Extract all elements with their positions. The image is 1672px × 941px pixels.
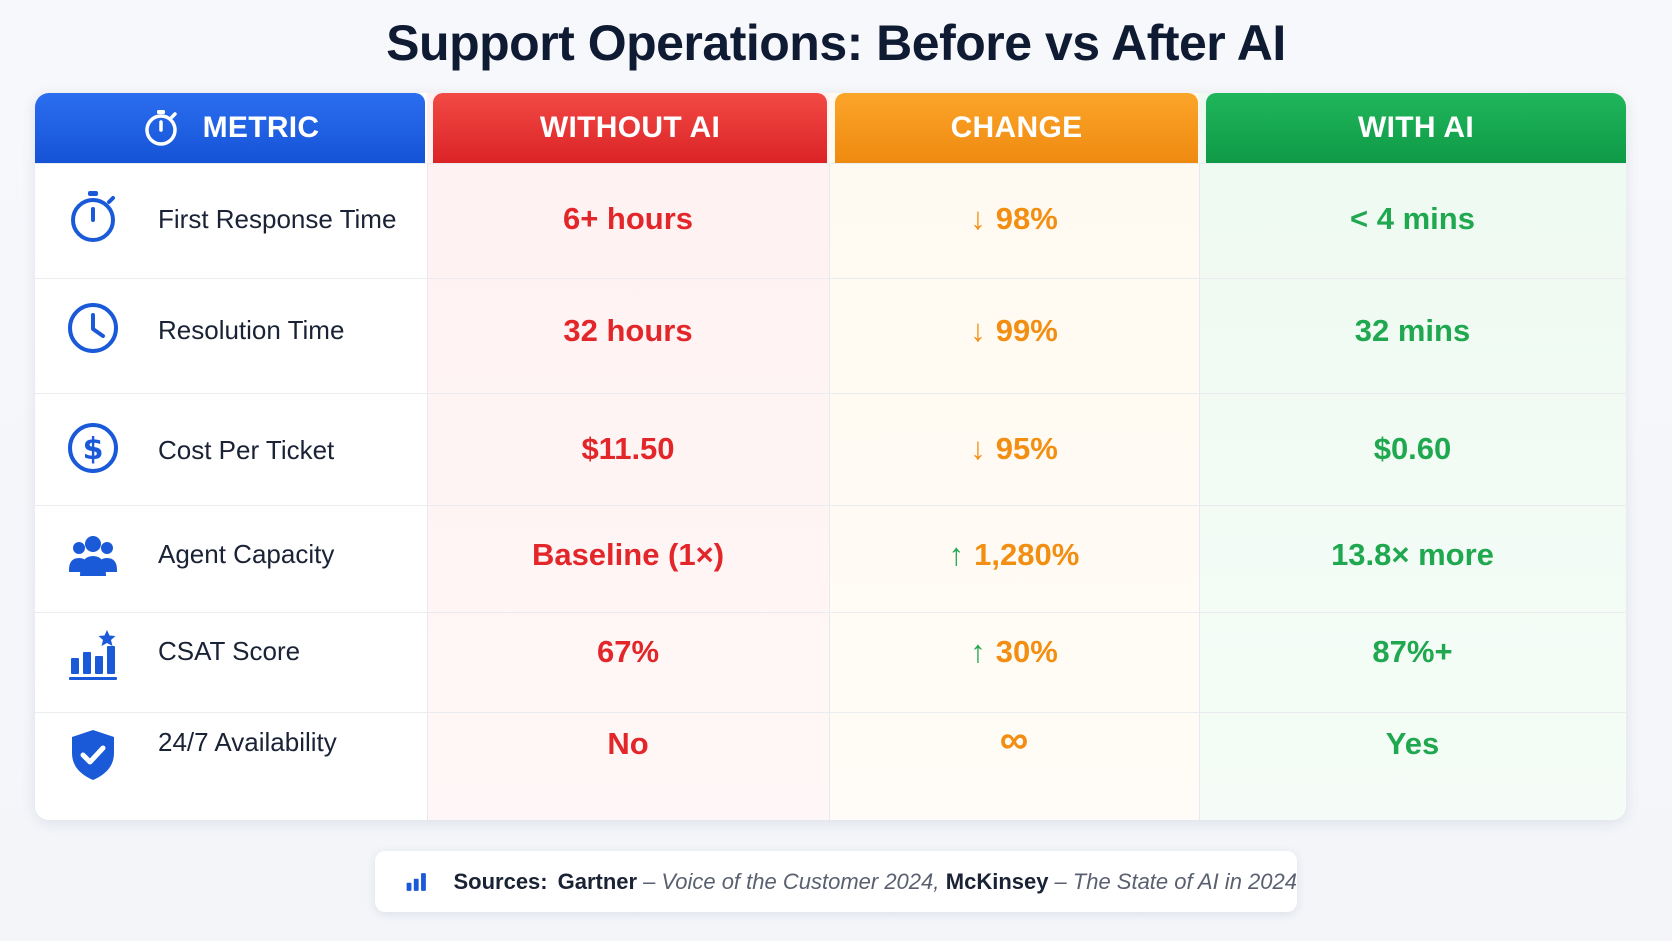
shield-check-icon [72,730,114,780]
with-ai-value: 87%+ [1372,634,1453,669]
metric-label: Cost Per Ticket [158,435,335,465]
without-ai-value: $11.50 [581,431,675,466]
header-with-ai-label: WITH AI [1358,111,1474,144]
change-value: ↓ 95% [829,431,1199,467]
source-org: McKinsey [945,868,1049,894]
change-percent: 1,280% [974,537,1080,572]
infinity-value: ∞ [999,718,1029,762]
without-ai-value: Baseline (1×) [531,537,725,572]
header-without-ai-label: WITHOUT AI [539,111,721,144]
with-ai-value: 13.8× more [1331,537,1494,572]
header-change: CHANGE [835,93,1198,163]
with-ai-value: < 4 mins [1350,201,1475,236]
page-title: Support Operations: Before vs After AI [386,15,1286,71]
header-change-label: CHANGE [950,111,1083,144]
stopwatch-icon [71,191,115,242]
with-ai-value: Yes [1385,726,1440,761]
change-value: ↑ 30% [829,634,1199,670]
column-divider [1199,163,1200,820]
source-separator: – [643,868,656,894]
change-column [829,93,1199,820]
without-ai-value: 67% [596,634,660,669]
metric-column [35,93,427,820]
row-divider [35,505,1626,506]
change-percent: 30% [995,634,1058,669]
metric-label: CSAT Score [158,636,301,666]
change-percent: 98% [995,201,1058,236]
team-icon [69,536,117,576]
without-ai-value: 6+ hours [562,201,694,236]
without-ai-value: No [607,726,649,761]
without-ai-value: 32 hours [563,313,693,348]
change-percent: 95% [995,431,1058,466]
row-divider [35,278,1626,279]
change-value: ↓ 99% [829,313,1199,349]
header-with-ai: WITH AI [1206,93,1626,163]
header-metric-label: METRIC [202,111,320,144]
arrow-up-icon: ↑ [970,634,986,669]
source-org: Gartner [557,868,638,894]
change-percent: 99% [995,313,1058,348]
metric-label: Agent Capacity [158,539,335,569]
dollar-icon: $ [68,423,118,473]
row-divider [35,712,1626,713]
header-without-ai: WITHOUT AI [433,93,827,163]
chart-star-icon [69,630,117,680]
column-divider [829,163,830,820]
metric-label: Resolution Time [158,315,345,345]
change-value: ∞ [829,718,1199,763]
svg-text:$: $ [83,432,104,467]
metric-label: 24/7 Availability [158,727,337,757]
bar-chart-icon [406,872,426,891]
change-value: ↑ 1,280% [829,537,1199,573]
with-ai-value: 32 mins [1354,313,1471,348]
row-divider [35,163,1626,164]
with-ai-column [1199,93,1626,820]
arrow-up-icon: ↑ [948,537,965,572]
metric-label: First Response Time [158,204,397,234]
arrow-down-icon: ↓ [970,431,986,466]
with-ai-value: $0.60 [1373,431,1452,466]
arrow-down-icon: ↓ [970,201,986,236]
comparison-table: METRIC WITHOUT AI CHANGE WITH AI First R… [35,93,1626,820]
sources-footer: Sources: Gartner – Voice of the Customer… [375,851,1297,912]
clock-icon [68,303,118,353]
source-separator: – [1054,868,1067,894]
column-divider [427,163,428,820]
stopwatch-icon [144,110,177,146]
without-ai-column [427,93,829,820]
sources-label: Sources: [453,868,548,894]
source-publication: The State of AI in 2024 [1072,868,1297,894]
arrow-down-icon: ↓ [970,313,986,348]
source-publication: Voice of the Customer 2024, [661,868,940,894]
change-value: ↓ 98% [829,201,1199,237]
row-divider [35,393,1626,394]
row-divider [35,612,1626,613]
header-metric: METRIC [35,93,425,163]
